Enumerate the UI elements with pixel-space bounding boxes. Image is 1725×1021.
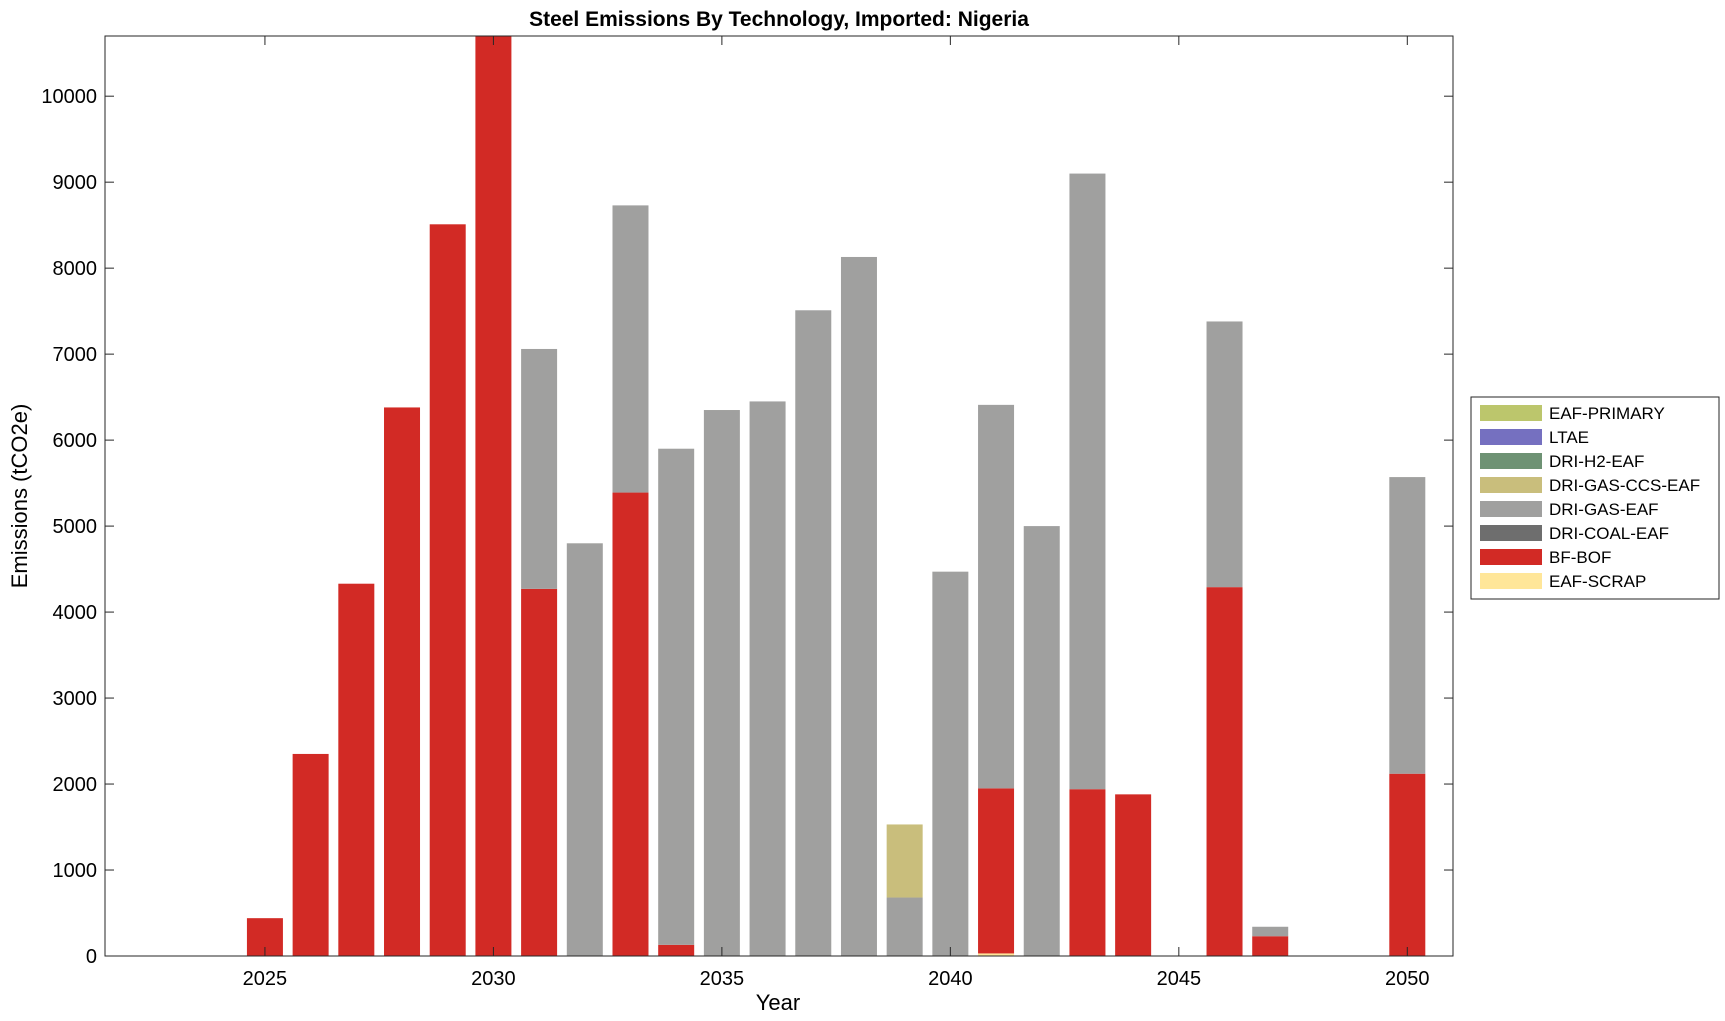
legend-label-dri-gas-eaf: DRI-GAS-EAF [1549, 500, 1659, 519]
bar-dri-gas-eaf-2041 [978, 404, 1015, 789]
bar-dri-gas-eaf-2038 [840, 256, 877, 957]
bar-bf-bof-2033 [612, 492, 649, 956]
legend-swatch-eaf-primary [1480, 405, 1542, 421]
bar-dri-gas-eaf-2034 [658, 448, 695, 945]
axis-ticks: 2025 2030 2035 2040 2045 2050 0 1000 2000 3000 400… [41, 36, 1453, 990]
y-tick-label: 4000 [53, 602, 98, 624]
bar-bf-bof-2030 [475, 36, 512, 956]
bar-dri-gas-eaf-2036 [749, 401, 786, 957]
legend-label-eaf-primary: EAF-PRIMARY [1549, 404, 1665, 423]
legend-swatch-eaf-scrap [1480, 573, 1542, 589]
legend-swatch-ltae [1480, 429, 1542, 445]
bar-bf-bof-2027 [338, 583, 375, 956]
bar-dri-gas-eaf-2043 [1069, 173, 1106, 790]
bar-bf-bof-2026 [292, 753, 329, 956]
bar-bf-bof-2046 [1206, 587, 1243, 956]
bar-dri-gas-eaf-2042 [1023, 526, 1060, 956]
bar-dri-gas-eaf-2037 [795, 310, 832, 956]
bar-dri-gas-eaf-2046 [1206, 321, 1243, 588]
bars [246, 36, 1426, 957]
bar-bf-bof-2043 [1069, 789, 1106, 956]
y-tick-label: 0 [86, 946, 97, 968]
y-tick-label: 3000 [53, 688, 98, 710]
legend-swatch-dri-coal-eaf [1480, 525, 1542, 541]
bar-bf-bof-2028 [384, 407, 421, 957]
legend-label-dri-h2-eaf: DRI-H2-EAF [1549, 452, 1644, 471]
y-tick-label: 9000 [53, 172, 98, 194]
bar-bf-bof-2050 [1389, 773, 1426, 956]
x-tick-label: 2030 [471, 968, 516, 990]
legend-swatch-bf-bof [1480, 549, 1542, 565]
bar-bf-bof-2047 [1252, 936, 1289, 956]
legend-label-dri-coal-eaf: DRI-COAL-EAF [1549, 524, 1669, 543]
bar-dri-gas-eaf-2050 [1389, 477, 1426, 774]
y-tick-label: 6000 [53, 430, 98, 452]
y-tick-label: 5000 [53, 516, 98, 538]
legend-swatch-dri-gas-eaf [1480, 501, 1542, 517]
legend-box [1470, 396, 1720, 600]
bar-dri-gas-ccs-eaf-2039 [886, 824, 923, 898]
bar-dri-gas-eaf-2032 [566, 543, 603, 956]
bar-dri-gas-eaf-2040 [932, 571, 969, 956]
legend-label-ltae: LTAE [1549, 428, 1589, 447]
x-tick-label: 2025 [243, 968, 288, 990]
bar-dri-gas-eaf-2031 [521, 348, 558, 589]
y-tick-label: 7000 [53, 344, 98, 366]
y-axis-label: Emissions (tCO2e) [7, 404, 32, 589]
bar-dri-gas-eaf-2033 [612, 205, 649, 493]
bar-bf-bof-2031 [521, 588, 558, 956]
x-axis-label: Year [756, 990, 800, 1015]
legend-swatch-dri-h2-eaf [1480, 453, 1542, 469]
legend-label-bf-bof: BF-BOF [1549, 548, 1611, 567]
bar-eaf-scrap-2041 [978, 953, 1015, 956]
chart-title: Steel Emissions By Technology, Imported:… [529, 8, 1029, 31]
bar-dri-gas-eaf-2035 [703, 410, 740, 956]
bar-dri-gas-eaf-2047 [1252, 926, 1289, 937]
y-tick-label: 10000 [41, 86, 97, 108]
legend-label-dri-gas-ccs-eaf: DRI-GAS-CCS-EAF [1549, 476, 1700, 495]
x-tick-label: 2035 [700, 968, 745, 990]
x-tick-label: 2040 [928, 968, 973, 990]
y-tick-label: 1000 [53, 860, 98, 882]
legend: EAF-PRIMARY LTAE DRI-H2-EAF DRI-GAS-CCS-EAF… [1470, 396, 1720, 600]
legend-swatch-dri-gas-ccs-eaf [1480, 477, 1542, 493]
y-tick-label: 8000 [53, 258, 98, 280]
bar-bf-bof-2029 [429, 224, 466, 956]
bar-bf-bof-2041 [978, 788, 1015, 954]
bar-dri-gas-eaf-2039 [886, 897, 923, 956]
bar-bf-bof-2044 [1115, 794, 1152, 956]
plot-frame [104, 35, 1454, 957]
legend-label-eaf-scrap: EAF-SCRAP [1549, 572, 1646, 591]
x-tick-label: 2045 [1157, 968, 1202, 990]
y-tick-label: 2000 [53, 774, 98, 796]
x-tick-label: 2050 [1385, 968, 1430, 990]
bar-bf-bof-2034 [658, 944, 695, 956]
